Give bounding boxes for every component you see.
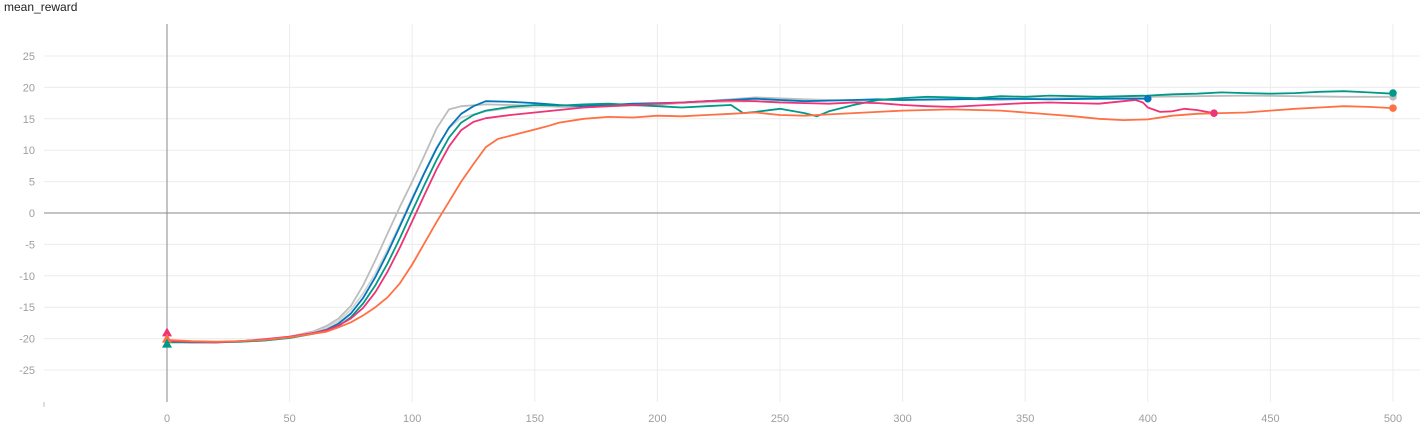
y-tick-label: -25 (19, 365, 35, 377)
x-tick-label: 50 (283, 413, 295, 425)
series-lines (166, 90, 1394, 344)
x-tick-label: 500 (1384, 413, 1402, 425)
y-tick-label: 15 (23, 114, 35, 126)
x-tick-label: 350 (1016, 413, 1034, 425)
end-marker-6 (1389, 104, 1397, 112)
y-tick-label: -10 (19, 271, 35, 283)
x-tick-label: 0 (164, 413, 170, 425)
series-line-5 (166, 105, 1394, 343)
y-tick-label: 0 (29, 208, 35, 220)
x-tick-label: 450 (1261, 413, 1279, 425)
y-tick-label: 20 (23, 82, 35, 94)
x-tick-label: 250 (771, 413, 789, 425)
chart-title: mean_reward (4, 0, 78, 14)
series-markers (162, 89, 1397, 348)
y-tick-label: 25 (23, 51, 35, 63)
y-tick-labels: -25 -20 -15 -10 -5 0 5 10 15 20 25 (19, 51, 35, 377)
end-marker-3 (1144, 94, 1152, 103)
start-marker-2 (162, 338, 172, 348)
start-marker-1 (162, 333, 172, 343)
start-marker-0 (162, 327, 172, 337)
x-tick-labels: 0 50 100 150 200 250 300 350 400 450 500 (164, 413, 1402, 425)
x-tick-label: 200 (648, 413, 666, 425)
y-tick-label: 10 (23, 145, 35, 157)
x-tick-label: 400 (1139, 413, 1157, 425)
x-tick-label: 100 (403, 413, 421, 425)
x-tick-label: 150 (526, 413, 544, 425)
end-marker-7 (1210, 109, 1218, 117)
series-line-3 (166, 90, 1394, 344)
x-tick-label: 300 (893, 413, 911, 425)
y-tick-label: -20 (19, 334, 35, 346)
y-tick-label: 5 (29, 177, 35, 189)
axis-lines (43, 24, 1420, 407)
series-line-4 (166, 99, 1215, 344)
y-tick-label: -15 (19, 302, 35, 314)
end-marker-5 (1389, 89, 1397, 97)
y-tick-label: -5 (25, 239, 35, 251)
